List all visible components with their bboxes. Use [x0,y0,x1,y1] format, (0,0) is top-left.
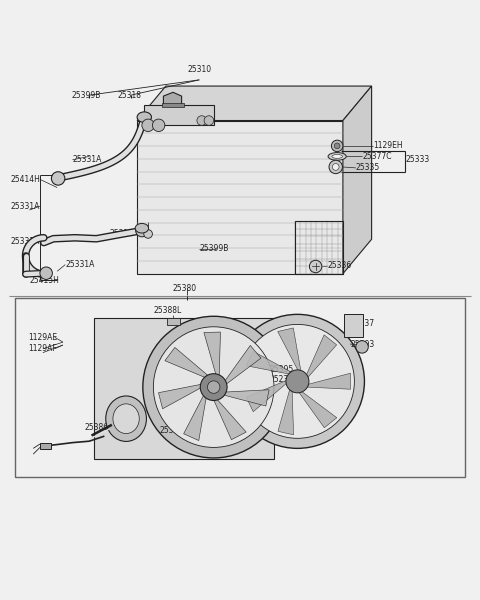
Polygon shape [212,395,246,440]
Circle shape [332,164,339,170]
Bar [167,318,180,325]
Ellipse shape [106,396,146,442]
Text: 25380: 25380 [173,284,197,293]
Polygon shape [158,383,206,409]
Circle shape [142,119,155,131]
Polygon shape [137,86,372,121]
Text: 1129AF: 1129AF [28,344,57,353]
Circle shape [356,341,368,353]
Text: 25399B: 25399B [199,244,228,253]
Text: 25377C: 25377C [362,152,392,161]
Text: 25318: 25318 [110,229,134,238]
Polygon shape [305,335,336,380]
Circle shape [143,316,285,458]
Circle shape [286,370,309,393]
Bar [40,443,51,449]
Circle shape [153,119,165,131]
Circle shape [204,116,214,125]
Text: 25393: 25393 [350,340,374,349]
Text: 25331A: 25331A [65,260,95,269]
Text: 25414H: 25414H [10,175,40,184]
Circle shape [240,325,354,439]
Polygon shape [163,92,181,105]
Ellipse shape [328,152,346,160]
Text: 25386: 25386 [84,423,108,432]
Ellipse shape [113,404,139,434]
Text: 25350: 25350 [160,427,184,436]
Circle shape [230,314,364,448]
Circle shape [144,230,153,238]
Text: 25310: 25310 [187,65,211,74]
Ellipse shape [332,155,342,158]
Text: 25330: 25330 [170,107,195,116]
Text: 25333: 25333 [405,155,430,164]
Polygon shape [184,391,207,440]
Text: 25331A: 25331A [72,155,102,164]
Polygon shape [278,386,294,435]
Polygon shape [204,332,220,380]
Bar [144,105,214,125]
Circle shape [334,143,340,149]
Circle shape [197,116,206,125]
Text: 25331A: 25331A [10,237,40,246]
Text: 25336: 25336 [327,261,351,270]
Text: 25395: 25395 [270,365,294,374]
Polygon shape [137,121,343,274]
Circle shape [331,140,343,152]
Text: 25331A: 25331A [10,202,40,211]
Polygon shape [222,346,261,387]
Text: 25388L: 25388L [153,307,181,316]
Bar [15,298,465,477]
Circle shape [40,267,52,280]
Circle shape [310,260,322,273]
Text: 1129EH: 1129EH [373,142,403,151]
Bar [344,314,362,337]
Text: 25237: 25237 [350,319,374,328]
Text: 1129AE: 1129AE [28,333,58,342]
Polygon shape [246,379,289,412]
Text: 25415H: 25415H [29,277,60,286]
Circle shape [200,374,227,401]
Polygon shape [94,318,274,459]
Polygon shape [219,390,269,406]
Polygon shape [343,86,372,274]
Text: 25399B: 25399B [72,91,101,100]
Polygon shape [297,390,337,428]
Text: 25318: 25318 [118,91,142,100]
Polygon shape [304,373,350,389]
Text: 25231: 25231 [270,375,294,384]
Ellipse shape [135,223,149,233]
Circle shape [329,160,342,173]
Bar [161,103,183,107]
Polygon shape [278,328,301,374]
Polygon shape [246,351,294,374]
Circle shape [207,381,220,394]
Text: 25335: 25335 [356,163,380,172]
Circle shape [51,172,65,185]
Circle shape [136,224,148,237]
Ellipse shape [137,112,152,122]
Circle shape [154,327,274,448]
Polygon shape [165,347,212,379]
